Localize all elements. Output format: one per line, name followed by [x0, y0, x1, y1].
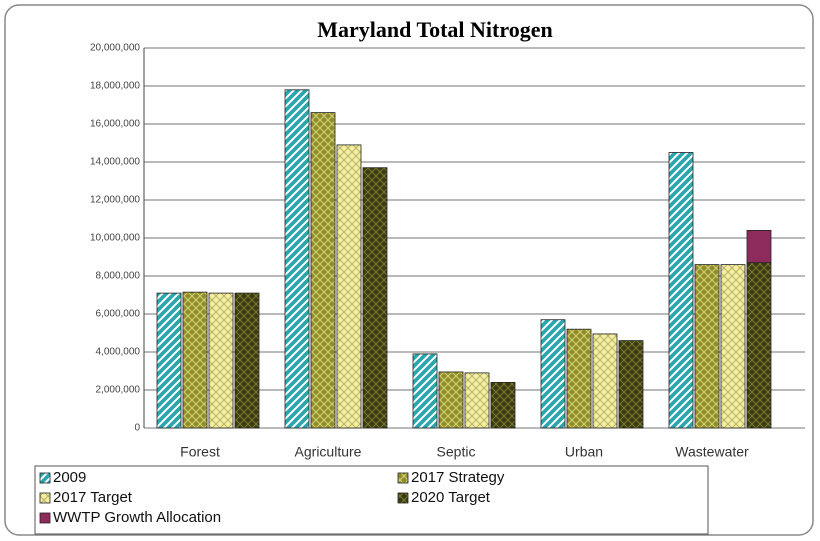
y-tick-label: 20,000,000	[90, 43, 140, 54]
bar	[234, 292, 260, 429]
bar	[336, 144, 362, 429]
bar	[156, 292, 182, 429]
legend-box	[34, 465, 709, 535]
y-tick-label: 16,000,000	[90, 119, 140, 130]
bar	[746, 262, 772, 429]
legend-label: 2017 Target	[53, 489, 133, 506]
legend-swatch	[39, 472, 51, 484]
x-tick-label: Forest	[180, 444, 220, 460]
bar	[668, 152, 694, 429]
bar	[182, 291, 208, 429]
legend-swatch	[39, 512, 51, 524]
y-tick-label: 14,000,000	[90, 157, 140, 168]
legend-label: 2017 Strategy	[411, 469, 505, 486]
bar	[208, 292, 234, 429]
y-tick-label: 18,000,000	[90, 81, 140, 92]
bar	[362, 167, 388, 429]
bar	[284, 89, 310, 429]
bar	[490, 381, 516, 429]
chart-title: Maryland Total Nitrogen	[317, 17, 553, 42]
bar	[438, 371, 464, 429]
y-tick-label: 8,000,000	[96, 271, 141, 282]
bar	[720, 264, 746, 429]
y-tick-label: 12,000,000	[90, 195, 140, 206]
y-tick-label: 4,000,000	[96, 347, 141, 358]
bar	[310, 112, 336, 429]
x-tick-label: Agriculture	[295, 444, 362, 460]
y-tick-label: 0	[134, 423, 140, 434]
x-tick-label: Septic	[437, 444, 476, 460]
bar	[412, 353, 438, 429]
x-tick-label: Urban	[565, 444, 603, 460]
legend-label: 2020 Target	[411, 489, 491, 506]
x-tick-label: Wastewater	[675, 444, 749, 460]
legend-swatch	[39, 492, 51, 504]
legend-label: WWTP Growth Allocation	[53, 509, 221, 526]
legend-label: 2009	[53, 469, 86, 486]
legend-swatch	[397, 472, 409, 484]
y-tick-label: 2,000,000	[96, 385, 141, 396]
legend-swatch	[397, 492, 409, 504]
y-tick-label: 10,000,000	[90, 233, 140, 244]
y-tick-label: 6,000,000	[96, 309, 141, 320]
bar	[464, 372, 490, 429]
bar	[592, 333, 618, 429]
bar	[746, 229, 772, 264]
bar	[566, 328, 592, 429]
bar	[618, 340, 644, 429]
bar	[540, 319, 566, 429]
bar	[694, 264, 720, 429]
